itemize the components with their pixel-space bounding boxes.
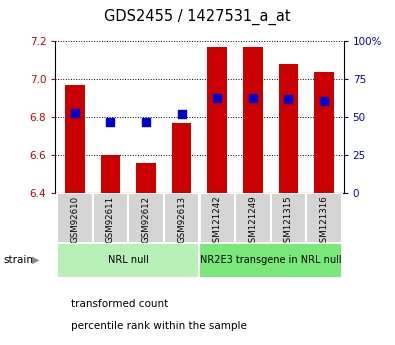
Text: GSM92610: GSM92610	[70, 196, 79, 243]
Text: GSM121316: GSM121316	[320, 196, 329, 248]
Bar	[172, 123, 192, 193]
Bar	[128, 193, 164, 243]
Text: GSM121242: GSM121242	[213, 196, 222, 248]
Bar	[235, 193, 271, 243]
Point	[214, 95, 220, 100]
Bar	[314, 72, 334, 193]
Text: ▶: ▶	[32, 255, 40, 264]
Point	[321, 98, 327, 104]
Point	[250, 95, 256, 100]
Bar	[243, 47, 263, 193]
Text: NR2E3 transgene in NRL null: NR2E3 transgene in NRL null	[200, 256, 342, 265]
Text: GDS2455 / 1427531_a_at: GDS2455 / 1427531_a_at	[104, 9, 291, 25]
Point	[143, 119, 149, 125]
Bar	[164, 193, 199, 243]
Text: GSM92611: GSM92611	[106, 196, 115, 243]
Bar	[136, 163, 156, 193]
Bar	[306, 193, 342, 243]
Text: GSM121249: GSM121249	[248, 196, 258, 248]
Text: GSM92612: GSM92612	[141, 196, 150, 243]
Point	[179, 111, 185, 117]
Bar	[101, 155, 120, 193]
Bar	[271, 193, 306, 243]
Text: GSM121315: GSM121315	[284, 196, 293, 248]
Point	[72, 110, 78, 116]
Text: percentile rank within the sample: percentile rank within the sample	[71, 321, 247, 331]
Bar	[57, 243, 199, 278]
Bar	[199, 243, 342, 278]
Bar	[207, 47, 227, 193]
Text: transformed count: transformed count	[71, 299, 168, 308]
Text: strain: strain	[3, 256, 33, 265]
Point	[285, 96, 292, 102]
Bar	[57, 193, 93, 243]
Bar	[279, 64, 298, 193]
Bar	[65, 85, 85, 193]
Text: NRL null: NRL null	[108, 256, 149, 265]
Bar	[93, 193, 128, 243]
Bar	[199, 193, 235, 243]
Text: GSM92613: GSM92613	[177, 196, 186, 243]
Point	[107, 119, 114, 125]
